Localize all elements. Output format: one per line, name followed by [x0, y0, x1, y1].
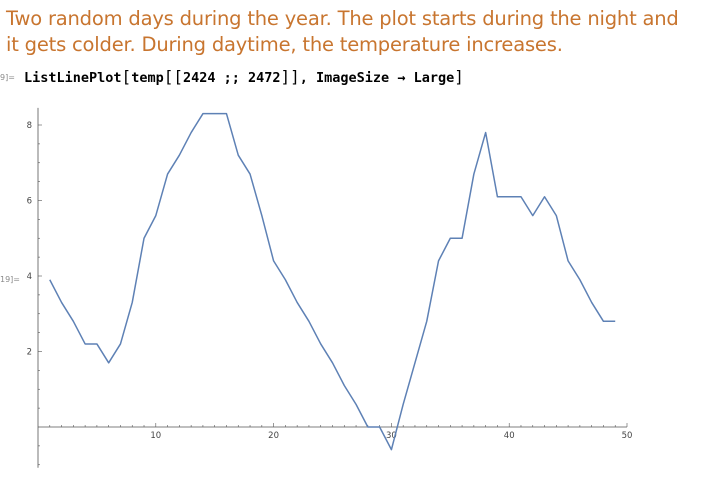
y-tick-label: 8	[27, 121, 32, 131]
x-tick-label: 10	[150, 431, 161, 441]
y-tick-label: 2	[27, 348, 32, 358]
y-tick-label: 6	[27, 197, 32, 207]
span-spec: 2424 ;; 2472	[182, 70, 281, 86]
x-tick-label: 30	[386, 431, 397, 441]
close-part-bracket: ]]	[280, 67, 300, 86]
open-part-bracket: [[	[163, 67, 183, 86]
function-name: ListLinePlot	[24, 70, 122, 86]
series-line	[49, 112, 616, 451]
option-spec: , ImageSize → Large	[299, 70, 455, 86]
input-cell[interactable]: ListLinePlot[temp[[2424 ;; 2472]], Image…	[24, 67, 464, 86]
symbol-name: temp	[131, 70, 164, 86]
y-tick-label: 4	[27, 272, 32, 282]
input-cell-label: 9]=	[0, 73, 15, 82]
x-tick-label: 50	[622, 431, 633, 441]
x-tick-label: 20	[268, 431, 279, 441]
output-cell-label: 19]=	[0, 275, 21, 284]
open-bracket: [	[121, 67, 132, 86]
close-bracket: ]	[454, 67, 464, 86]
x-tick-label: 40	[504, 431, 515, 441]
text-cell[interactable]: Two random days during the year. The plo…	[6, 7, 679, 56]
